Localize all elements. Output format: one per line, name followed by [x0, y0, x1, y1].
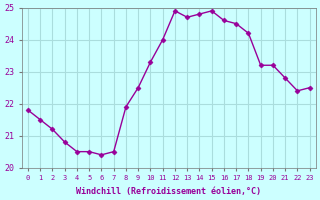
X-axis label: Windchill (Refroidissement éolien,°C): Windchill (Refroidissement éolien,°C) [76, 187, 261, 196]
